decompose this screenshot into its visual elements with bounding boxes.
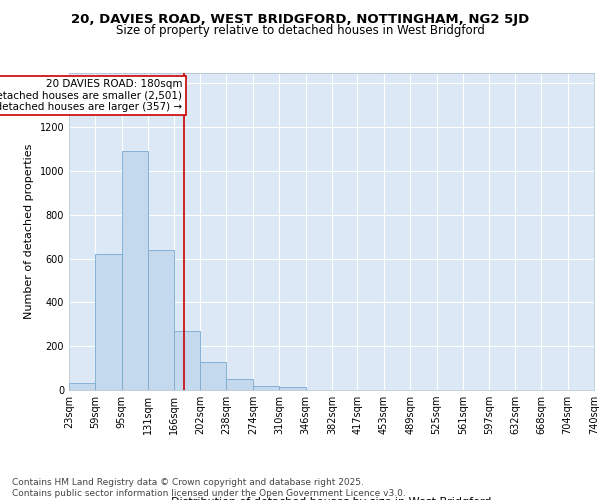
- Bar: [200, 362, 226, 390]
- Text: Size of property relative to detached houses in West Bridgford: Size of property relative to detached ho…: [116, 24, 484, 37]
- Bar: [95, 254, 122, 390]
- Bar: [226, 379, 253, 390]
- Bar: [253, 386, 279, 390]
- Bar: [148, 250, 175, 390]
- X-axis label: Distribution of detached houses by size in West Bridgford: Distribution of detached houses by size …: [172, 497, 491, 500]
- Bar: [174, 331, 200, 390]
- Bar: [122, 152, 148, 390]
- Text: 20, DAVIES ROAD, WEST BRIDGFORD, NOTTINGHAM, NG2 5JD: 20, DAVIES ROAD, WEST BRIDGFORD, NOTTING…: [71, 12, 529, 26]
- Text: Contains HM Land Registry data © Crown copyright and database right 2025.
Contai: Contains HM Land Registry data © Crown c…: [12, 478, 406, 498]
- Text: 20 DAVIES ROAD: 180sqm
← 87% of detached houses are smaller (2,501)
12% of semi-: 20 DAVIES ROAD: 180sqm ← 87% of detached…: [0, 79, 182, 112]
- Y-axis label: Number of detached properties: Number of detached properties: [24, 144, 34, 319]
- Bar: [69, 384, 95, 390]
- Bar: [279, 386, 305, 390]
